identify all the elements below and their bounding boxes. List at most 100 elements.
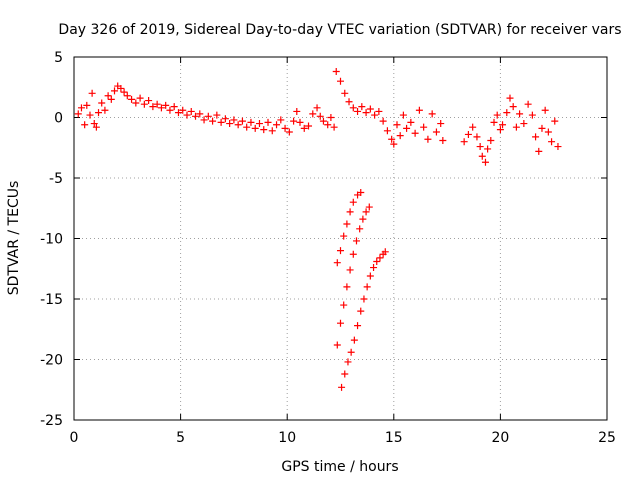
data-point — [166, 106, 174, 114]
data-point — [296, 118, 304, 126]
data-point — [305, 122, 313, 130]
data-point — [476, 143, 484, 151]
data-point — [86, 111, 94, 119]
y-tick-label: -15 — [40, 292, 63, 308]
data-point — [420, 123, 428, 131]
data-point — [117, 84, 125, 92]
data-point — [478, 152, 486, 160]
data-point — [300, 124, 308, 132]
data-point — [352, 237, 360, 245]
data-point — [98, 99, 106, 107]
x-tick-label: 25 — [598, 430, 616, 446]
data-point — [120, 88, 128, 96]
x-tick-label: 0 — [70, 430, 79, 446]
data-point — [464, 130, 472, 138]
data-point — [333, 259, 341, 267]
data-point — [370, 264, 378, 272]
data-point — [551, 117, 559, 125]
data-point — [528, 111, 536, 119]
plot-border — [73, 56, 608, 421]
data-point — [145, 97, 153, 105]
data-point — [153, 100, 161, 108]
data-point — [77, 104, 85, 112]
data-point — [499, 121, 507, 129]
data-point — [358, 103, 366, 111]
data-point — [268, 127, 276, 135]
data-point — [393, 121, 401, 129]
data-point — [407, 118, 415, 126]
data-point — [503, 109, 511, 117]
data-point — [349, 250, 357, 258]
data-point — [516, 110, 524, 118]
data-point — [520, 120, 528, 128]
data-point — [532, 133, 540, 141]
data-point — [337, 77, 344, 85]
data-point — [337, 319, 344, 327]
data-point — [88, 89, 96, 97]
data-point — [376, 254, 384, 262]
y-tick-label: -10 — [40, 232, 63, 248]
y-tick-label: -5 — [49, 171, 63, 187]
x-tick-label: 15 — [385, 430, 403, 446]
data-point — [95, 109, 103, 117]
data-point — [544, 128, 552, 136]
data-point — [162, 101, 170, 109]
data-point — [140, 100, 148, 108]
data-point — [350, 336, 358, 344]
data-point — [170, 103, 178, 111]
data-point — [354, 322, 362, 330]
data-point — [359, 215, 367, 223]
data-point — [490, 118, 498, 126]
data-point — [506, 94, 514, 102]
data-point — [101, 106, 109, 114]
data-point — [388, 135, 396, 143]
data-point — [343, 283, 351, 291]
data-point — [209, 117, 217, 125]
data-point — [373, 257, 381, 265]
data-point — [439, 136, 447, 144]
data-point — [90, 120, 98, 128]
data-point — [424, 135, 432, 143]
data-point — [396, 132, 404, 140]
data-point — [390, 140, 398, 148]
data-point — [512, 123, 520, 131]
data-point — [469, 123, 477, 131]
data-point — [415, 106, 423, 114]
data-point — [149, 103, 157, 111]
data-point — [411, 129, 419, 137]
data-point — [360, 295, 368, 303]
data-point — [107, 95, 115, 103]
data-point — [330, 123, 338, 131]
data-point — [157, 104, 165, 112]
data-point — [179, 106, 187, 114]
data-point — [123, 92, 131, 100]
data-point — [327, 114, 335, 121]
data-point — [347, 348, 355, 356]
data-point — [548, 138, 556, 146]
data-point — [541, 106, 549, 114]
data-point — [481, 158, 489, 166]
data-point — [332, 68, 340, 76]
data-point — [362, 109, 370, 117]
data-point — [309, 110, 317, 118]
data-point — [128, 95, 136, 103]
data-point — [354, 107, 362, 115]
data-point — [554, 143, 562, 151]
data-point — [337, 247, 344, 255]
chart-frame — [73, 56, 608, 421]
data-point — [136, 94, 144, 102]
data-point — [281, 124, 289, 132]
data-point — [379, 117, 387, 125]
x-axis-label: GPS time / hours — [281, 459, 398, 475]
data-point — [200, 116, 208, 124]
y-axis-label: SDTVAR / TECUs — [6, 181, 22, 296]
data-point — [432, 128, 440, 136]
data-point — [346, 266, 354, 274]
data-point — [538, 124, 546, 132]
data-point — [365, 203, 373, 211]
data-point — [217, 118, 225, 126]
data-point — [255, 120, 263, 128]
data-point — [313, 104, 321, 112]
data-point — [349, 104, 357, 112]
data-point — [74, 110, 82, 118]
